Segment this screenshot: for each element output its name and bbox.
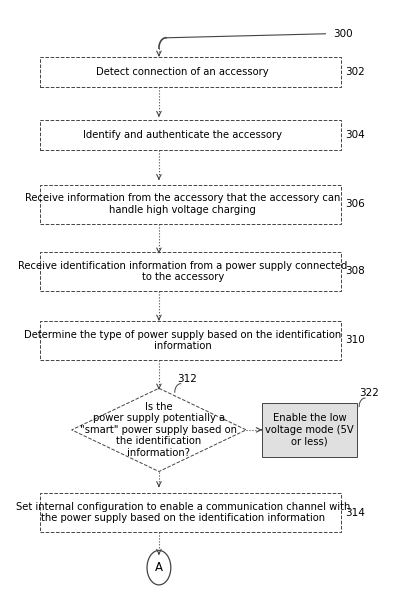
Text: 304: 304 — [345, 130, 365, 141]
FancyBboxPatch shape — [40, 493, 341, 532]
Text: 312: 312 — [177, 374, 197, 384]
Text: Receive identification information from a power supply connected
to the accessor: Receive identification information from … — [18, 261, 347, 282]
Text: 310: 310 — [345, 335, 365, 345]
Text: 322: 322 — [359, 388, 379, 398]
FancyBboxPatch shape — [40, 57, 341, 87]
Text: 302: 302 — [345, 67, 365, 77]
Text: Determine the type of power supply based on the identification
information: Determine the type of power supply based… — [24, 329, 341, 351]
Text: 300: 300 — [333, 29, 353, 39]
Text: 306: 306 — [345, 199, 365, 209]
Text: 308: 308 — [345, 267, 365, 276]
FancyBboxPatch shape — [262, 402, 357, 457]
FancyBboxPatch shape — [40, 321, 341, 360]
FancyBboxPatch shape — [40, 252, 341, 291]
Text: Is the
power supply potentially a
"smart" power supply based on
the identificati: Is the power supply potentially a "smart… — [81, 402, 237, 458]
Text: Enable the low
voltage mode (5V
or less): Enable the low voltage mode (5V or less) — [265, 413, 354, 447]
Text: Set internal configuration to enable a communication channel with
the power supp: Set internal configuration to enable a c… — [16, 502, 350, 523]
FancyBboxPatch shape — [40, 185, 341, 224]
Text: A: A — [155, 561, 163, 574]
Text: 314: 314 — [345, 508, 365, 517]
Text: Detect connection of an accessory: Detect connection of an accessory — [96, 67, 269, 77]
Text: Receive information from the accessory that the accessory can
handle high voltag: Receive information from the accessory t… — [25, 194, 340, 215]
Text: Identify and authenticate the accessory: Identify and authenticate the accessory — [83, 130, 282, 141]
FancyBboxPatch shape — [40, 120, 341, 150]
